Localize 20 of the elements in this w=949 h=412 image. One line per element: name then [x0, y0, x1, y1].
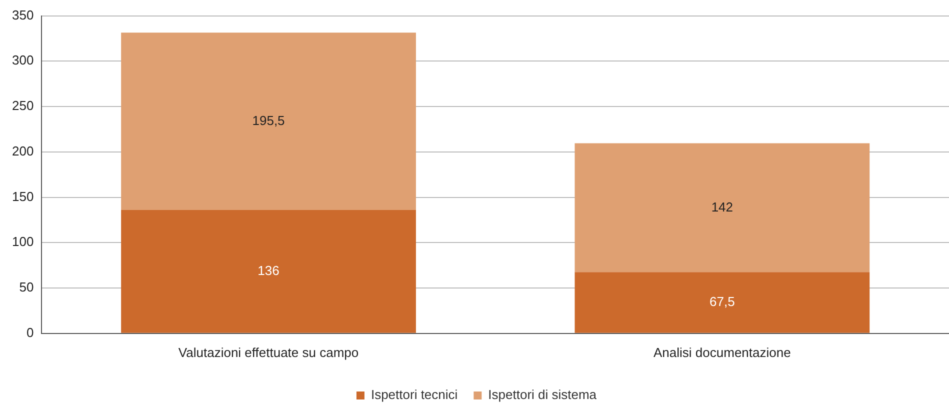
data-label: 195,5 — [252, 112, 285, 128]
y-tick-label: 200 — [12, 143, 34, 158]
y-tick-label: 300 — [12, 52, 34, 68]
bar — [574, 272, 870, 333]
legend-label: Ispettori tecnici — [370, 387, 458, 402]
y-tick-label: 50 — [19, 280, 34, 295]
bar — [121, 32, 416, 210]
bar — [121, 210, 416, 333]
data-label: 67,5 — [710, 294, 735, 310]
y-tick-label: 100 — [12, 234, 34, 250]
y-tick-label: 150 — [12, 188, 34, 204]
legend-label: Ispettori di sistema — [488, 387, 598, 402]
x-tick-label: Valutazioni effettuate su campo — [178, 344, 359, 360]
bar — [574, 143, 870, 272]
data-label: 136 — [258, 263, 280, 278]
data-label: 142 — [711, 199, 734, 214]
y-tick-label: 0 — [26, 324, 34, 340]
y-tick-label: 350 — [12, 7, 34, 22]
y-tick-label: 250 — [12, 98, 34, 114]
x-tick-label: Analisi documentazione — [654, 344, 791, 360]
